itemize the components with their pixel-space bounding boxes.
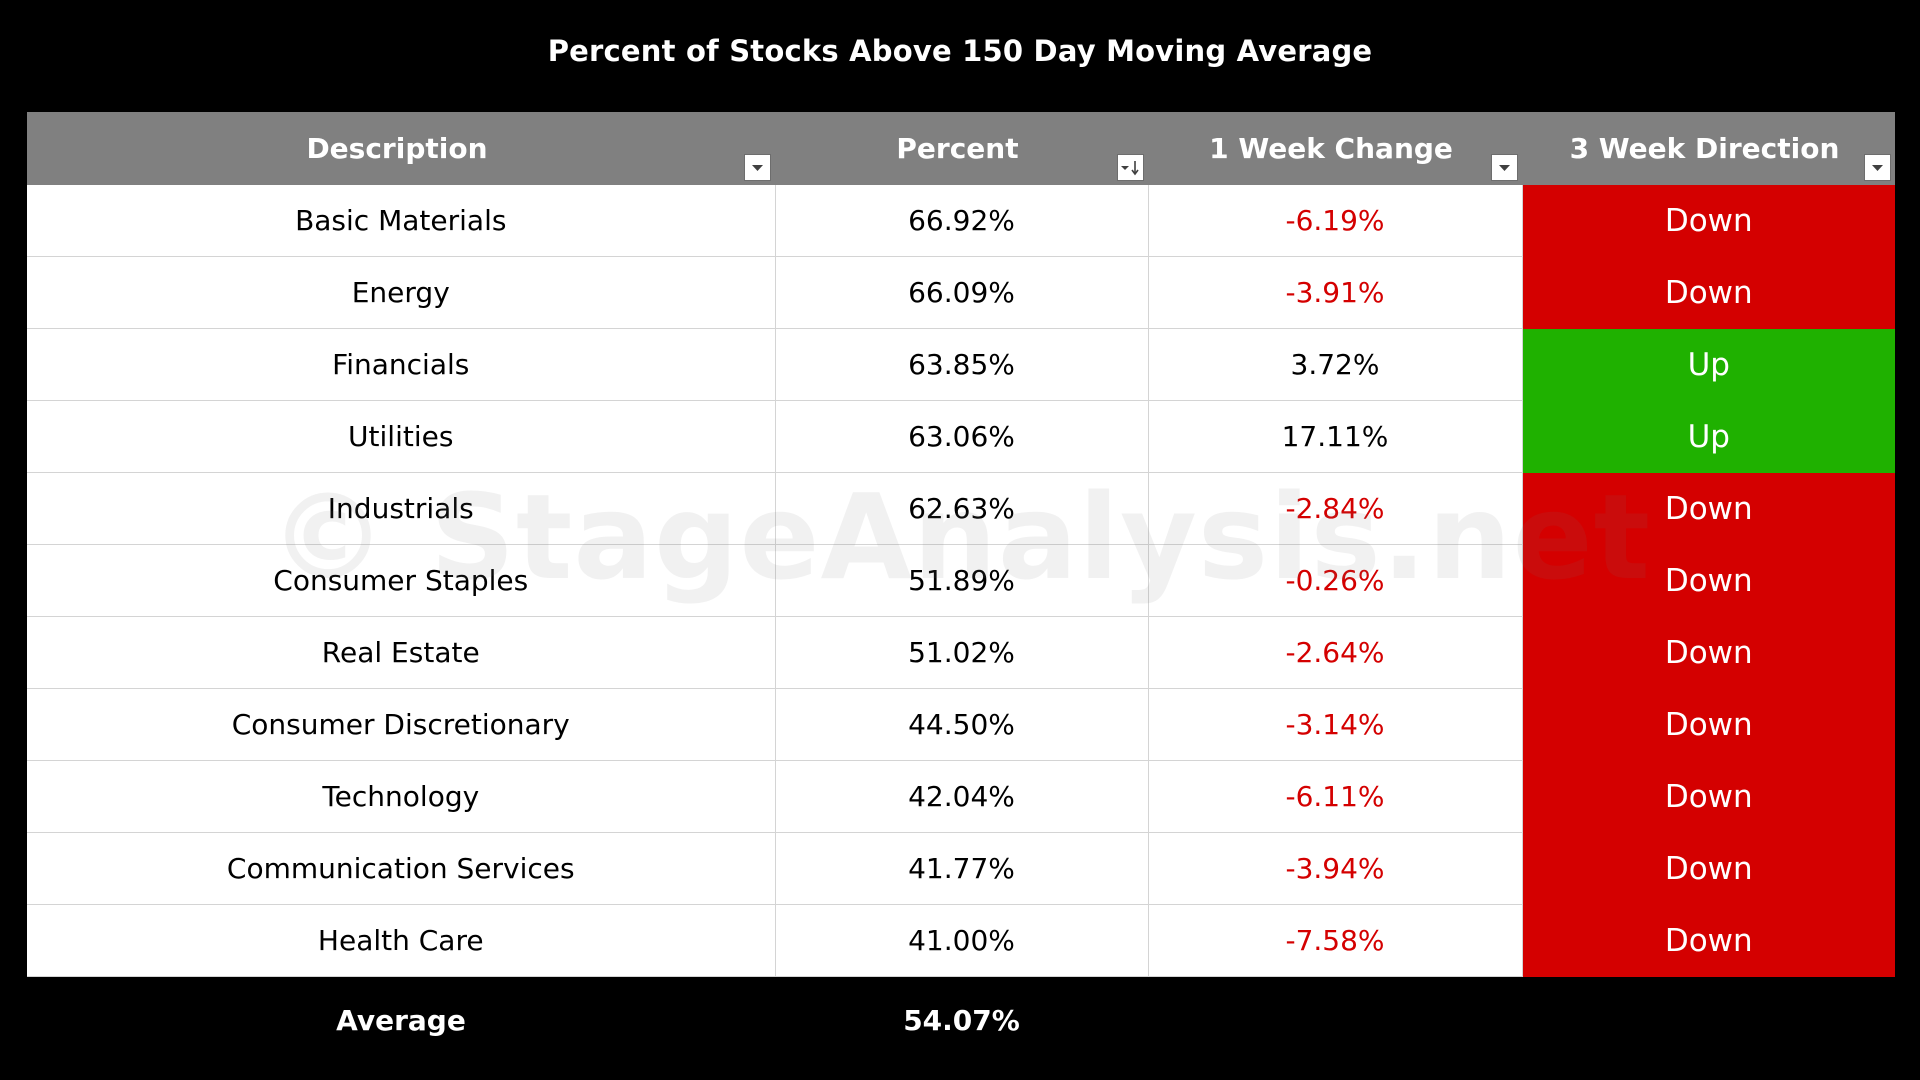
- cell-percent: 66.92%: [775, 185, 1149, 257]
- table-row: Energy 66.09% -3.91% Down: [27, 256, 1895, 329]
- cell-direction: Down: [1522, 688, 1895, 761]
- cell-direction: Down: [1522, 832, 1895, 905]
- cell-direction: Down: [1522, 760, 1895, 833]
- cell-description: Technology: [27, 760, 776, 833]
- header-percent-label: Percent: [896, 132, 1019, 165]
- cell-direction: Down: [1522, 544, 1895, 617]
- cell-percent: 62.63%: [775, 472, 1149, 545]
- cell-percent: 63.85%: [775, 328, 1149, 401]
- table-row: Real Estate 51.02% -2.64% Down: [27, 616, 1895, 689]
- cell-description: Communication Services: [27, 832, 776, 905]
- cell-direction: Up: [1522, 328, 1895, 401]
- chart-title: Percent of Stocks Above 150 Day Moving A…: [547, 34, 1373, 68]
- cell-week-change: 17.11%: [1148, 400, 1523, 473]
- cell-direction: Down: [1522, 185, 1895, 257]
- cell-direction: Down: [1522, 256, 1895, 329]
- average-value: 54.07%: [903, 1004, 1020, 1037]
- header-row: Description Percent: [27, 112, 1895, 185]
- table-row: Utilities 63.06% 17.11% Up: [27, 400, 1895, 473]
- table-body: Basic Materials 66.92% -6.19% Down Energy 66.…: [27, 185, 1895, 977]
- cell-week-change: -2.84%: [1148, 472, 1523, 545]
- header-description-label: Description: [306, 132, 488, 165]
- cell-week-change: -6.19%: [1148, 185, 1523, 257]
- cell-description: Utilities: [27, 400, 776, 473]
- cell-description: Basic Materials: [27, 185, 776, 257]
- cell-description: Real Estate: [27, 616, 776, 689]
- cell-week-change: 3.72%: [1148, 328, 1523, 401]
- table-container: Description Percent: [27, 112, 1895, 977]
- header-week-change: 1 Week Change: [1148, 112, 1522, 185]
- cell-description: Industrials: [27, 472, 776, 545]
- cell-percent: 51.89%: [775, 544, 1149, 617]
- header-percent: Percent: [775, 112, 1148, 185]
- cell-direction: Down: [1522, 616, 1895, 689]
- filter-dropdown-icon[interactable]: [1491, 154, 1518, 181]
- cell-direction: Down: [1522, 472, 1895, 545]
- cell-week-change: -3.91%: [1148, 256, 1523, 329]
- cell-description: Health Care: [27, 904, 776, 977]
- header-direction: 3 Week Direction: [1522, 112, 1895, 185]
- cell-week-change: -3.94%: [1148, 832, 1523, 905]
- average-row: Average 54.07%: [27, 986, 1895, 1056]
- table-row: Industrials 62.63% -2.84% Down: [27, 472, 1895, 545]
- cell-description: Financials: [27, 328, 776, 401]
- sort-descending-icon[interactable]: [1117, 154, 1144, 181]
- cell-direction: Down: [1522, 904, 1895, 977]
- cell-percent: 42.04%: [775, 760, 1149, 833]
- table-row: Basic Materials 66.92% -6.19% Down: [27, 185, 1895, 257]
- cell-percent: 63.06%: [775, 400, 1149, 473]
- table-row: Consumer Staples 51.89% -0.26% Down: [27, 544, 1895, 617]
- cell-percent: 41.77%: [775, 832, 1149, 905]
- cell-week-change: -7.58%: [1148, 904, 1523, 977]
- average-label: Average: [336, 1004, 466, 1037]
- cell-week-change: -6.11%: [1148, 760, 1523, 833]
- header-description: Description: [27, 112, 775, 185]
- cell-percent: 44.50%: [775, 688, 1149, 761]
- cell-week-change: -0.26%: [1148, 544, 1523, 617]
- cell-description: Consumer Discretionary: [27, 688, 776, 761]
- cell-percent: 41.00%: [775, 904, 1149, 977]
- cell-percent: 51.02%: [775, 616, 1149, 689]
- cell-direction: Up: [1522, 400, 1895, 473]
- cell-percent: 66.09%: [775, 256, 1149, 329]
- cell-description: Consumer Staples: [27, 544, 776, 617]
- filter-dropdown-icon[interactable]: [744, 154, 771, 181]
- table-row: Communication Services 41.77% -3.94% Down: [27, 832, 1895, 905]
- filter-dropdown-icon[interactable]: [1864, 154, 1891, 181]
- table-row: Technology 42.04% -6.11% Down: [27, 760, 1895, 833]
- table-row: Consumer Discretionary 44.50% -3.14% Down: [27, 688, 1895, 761]
- table-row: Financials 63.85% 3.72% Up: [27, 328, 1895, 401]
- cell-week-change: -3.14%: [1148, 688, 1523, 761]
- data-table: Description Percent: [27, 112, 1895, 977]
- table-row: Health Care 41.00% -7.58% Down: [27, 904, 1895, 977]
- header-week-change-label: 1 Week Change: [1209, 132, 1453, 165]
- cell-week-change: -2.64%: [1148, 616, 1523, 689]
- header-direction-label: 3 Week Direction: [1569, 132, 1840, 165]
- cell-description: Energy: [27, 256, 776, 329]
